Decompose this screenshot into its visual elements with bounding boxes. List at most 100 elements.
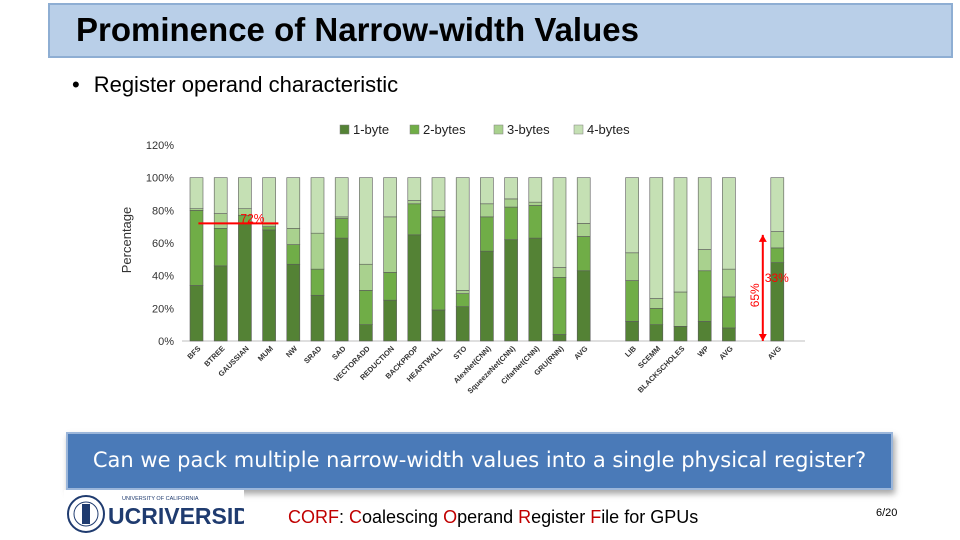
footer-r-rest: egister: [531, 507, 591, 527]
bar-segment-3-bytes: [576, 223, 591, 237]
bar-segment-2-bytes: [407, 203, 422, 236]
bar-segment-1-byte: [310, 294, 325, 342]
bar-segment-4-bytes: [722, 177, 736, 270]
bar-segment-3-bytes: [213, 213, 228, 229]
bar-segment-3-bytes: [673, 291, 688, 327]
bar-segment-3-bytes: [310, 232, 325, 270]
bar-segment-4-bytes: [625, 177, 639, 254]
bar-segment-4-bytes: [673, 177, 688, 293]
bar-segment-4-bytes: [189, 177, 204, 210]
title-bar: Prominence of Narrow-width Values: [48, 3, 953, 58]
bar-segment-4-bytes: [576, 177, 591, 224]
x-tick-label: AVG: [717, 344, 735, 362]
bar-segment-1-byte: [504, 239, 518, 342]
y-tick-label: 100%: [146, 173, 174, 185]
bar-segment-4-bytes: [552, 177, 567, 268]
x-tick-label: AVG: [766, 344, 784, 362]
bar-segment-3-bytes: [528, 201, 543, 206]
bar-segment-2-bytes: [286, 244, 301, 265]
bar-segment-1-byte: [238, 223, 252, 342]
bar-segment-4-bytes: [649, 177, 664, 299]
svg-text:UCRIVERSIDE: UCRIVERSIDE: [108, 503, 244, 529]
bar-segment-1-byte: [262, 229, 276, 342]
bar-segment-1-byte: [528, 237, 543, 342]
legend-label: 3-bytes: [507, 122, 550, 137]
stacked-bar-chart: 1-byte 2-bytes 3-bytes 4-bytes 0% 20% 40% 60% 8…: [119, 122, 805, 396]
bar-segment-1-byte: [359, 324, 373, 342]
bar-segment-4-bytes: [286, 177, 301, 229]
y-axis-label: Percentage: [119, 207, 134, 274]
bar-segment-4-bytes: [770, 177, 785, 232]
bar-segment-1-byte: [722, 327, 736, 342]
bar-segment-2-bytes: [504, 206, 518, 241]
arrow-head-down-icon: [758, 334, 767, 341]
bar-segment-4-bytes: [480, 177, 494, 205]
bar-segment-1-byte: [383, 299, 397, 342]
bar-segment-4-bytes: [504, 177, 518, 200]
bar-segment-2-bytes: [359, 290, 373, 325]
bar-segment-3-bytes: [649, 298, 664, 309]
bar-segment-2-bytes: [697, 270, 712, 322]
bar-segment-3-bytes: [286, 228, 301, 245]
bar-segment-4-bytes: [528, 177, 543, 203]
bar-segment-2-bytes: [576, 236, 591, 272]
x-tick-label: LIB: [623, 344, 638, 359]
bar-segment-2-bytes: [625, 280, 639, 322]
legend-swatch: [339, 124, 350, 135]
arrow-head-up-icon: [758, 234, 767, 242]
x-tick-label: BFS: [185, 344, 202, 361]
bar-segment-1-byte: [213, 265, 228, 342]
footer-caption: CORF: Coalescing Operand Register File f…: [288, 505, 708, 529]
bar-segment-1-byte: [697, 321, 712, 342]
x-tick-label: BLACKSCHOLES: [636, 344, 687, 395]
footer-sep: :: [339, 507, 350, 527]
bar-segment-2-bytes: [310, 268, 325, 296]
bar-segment-4-bytes: [697, 177, 712, 250]
bar-segment-2-bytes: [552, 277, 567, 335]
y-tick-label: 20%: [152, 303, 174, 315]
bar-segment-3-bytes: [431, 210, 446, 218]
banner-text: Can we pack multiple narrow-width values…: [92, 448, 867, 472]
footer-f: F: [590, 507, 602, 527]
bar-segment-4-bytes: [455, 177, 470, 291]
bar-segment-3-bytes: [383, 216, 397, 273]
bar-segment-2-bytes: [383, 272, 397, 301]
footer-c-rest: oalescing: [362, 507, 444, 527]
bar-segment-1-byte: [625, 321, 639, 342]
bar-segment-2-bytes: [528, 205, 543, 239]
bar-segment-4-bytes: [431, 177, 446, 211]
bar-segment-1-byte: [552, 334, 567, 342]
chart-legend: 1-byte 2-bytes 3-bytes 4-bytes: [339, 122, 630, 137]
bar-segment-3-bytes: [770, 231, 785, 249]
footer-acronym: CORF: [288, 507, 339, 527]
legend-label: 1-byte: [353, 122, 389, 137]
bar-segment-4-bytes: [213, 177, 228, 214]
annotation-65: 65%: [748, 283, 762, 307]
y-tick-label: 0%: [158, 336, 174, 348]
bar-segment-2-bytes: [262, 226, 276, 231]
bar-segment-3-bytes: [552, 267, 567, 278]
bar-segment-2-bytes: [189, 210, 204, 286]
x-tick-label: STO: [451, 344, 468, 361]
bar-segment-4-bytes: [383, 177, 397, 218]
bar-segment-1-byte: [673, 326, 688, 342]
bar-segment-4-bytes: [238, 177, 252, 210]
y-tick-label: 80%: [152, 205, 174, 217]
y-tick-label: 120%: [146, 140, 174, 152]
bar-segment-3-bytes: [480, 203, 494, 218]
annotation-33: 33%: [765, 271, 789, 285]
footer-o-rest: perand: [457, 507, 519, 527]
legend-swatch: [493, 124, 504, 135]
bar-segment-2-bytes: [334, 218, 349, 239]
bar-segment-1-byte: [334, 237, 349, 342]
footer-o: O: [443, 507, 458, 527]
bar-segment-1-byte: [407, 234, 422, 342]
question-banner: Can we pack multiple narrow-width values…: [66, 432, 893, 490]
bars: [189, 177, 785, 342]
bar-segment-4-bytes: [407, 177, 422, 201]
bullet-dot-icon: •: [72, 72, 80, 97]
bar-segment-3-bytes: [455, 290, 470, 294]
logo-uc: UC: [108, 503, 141, 529]
slide-title: Prominence of Narrow-width Values: [76, 11, 639, 48]
